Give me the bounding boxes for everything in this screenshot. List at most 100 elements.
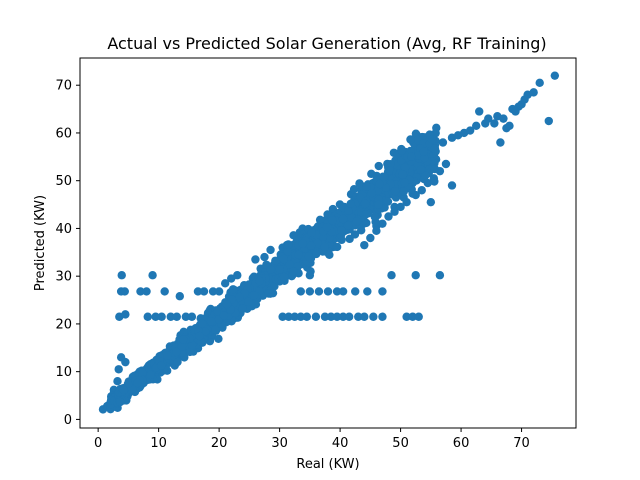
data-point (213, 307, 223, 316)
data-point (360, 240, 369, 250)
data-point (400, 178, 410, 187)
y-axis-label: Predicted (KW) (33, 195, 48, 291)
data-point (296, 312, 305, 321)
data-point (172, 347, 181, 357)
data-point (121, 310, 130, 319)
data-point (311, 312, 321, 321)
y-tick-label: 50 (55, 174, 72, 189)
data-point (220, 279, 230, 288)
y-tick-label: 40 (55, 222, 72, 237)
data-point (133, 378, 142, 388)
data-point (496, 138, 505, 147)
data-point (298, 239, 307, 248)
data-point (550, 71, 560, 80)
data-point (177, 342, 187, 351)
data-point (244, 297, 253, 307)
x-tick-label: 40 (332, 436, 349, 451)
data-point (304, 252, 314, 261)
data-point (285, 260, 294, 269)
data-point (406, 135, 415, 144)
data-point (211, 325, 220, 335)
data-point (338, 214, 348, 224)
data-point (114, 365, 123, 374)
data-point (363, 287, 372, 296)
data-point (290, 312, 299, 321)
data-point (255, 276, 264, 286)
data-point (402, 197, 411, 207)
data-point (284, 312, 293, 321)
data-point (360, 199, 370, 209)
data-point (387, 271, 396, 280)
scatter-points (98, 71, 560, 414)
data-point (407, 152, 416, 161)
data-point (312, 249, 321, 259)
data-point (402, 312, 411, 321)
data-point (435, 271, 445, 280)
data-point (289, 267, 298, 276)
data-point (306, 241, 316, 250)
data-point (279, 254, 288, 264)
data-point (343, 221, 353, 230)
data-point (441, 159, 451, 169)
data-point (430, 144, 440, 154)
data-point (279, 272, 289, 282)
data-point (296, 287, 305, 296)
x-tick-label: 50 (392, 436, 409, 451)
data-point (374, 200, 383, 209)
data-point (408, 312, 417, 321)
chart-title: Actual vs Predicted Solar Generation (Av… (107, 34, 546, 53)
data-point (421, 171, 430, 180)
data-point (307, 228, 317, 237)
data-point (326, 312, 336, 321)
data-point (481, 119, 490, 128)
data-point (361, 210, 371, 219)
data-point (137, 368, 147, 377)
data-point (465, 126, 475, 135)
data-point (187, 312, 197, 321)
data-point (338, 312, 348, 321)
data-point (369, 312, 378, 321)
data-point (352, 217, 362, 226)
data-point (172, 312, 181, 321)
data-point (251, 255, 260, 264)
x-axis-ticks: 0 10 20 30 40 50 60 70 (94, 428, 530, 451)
data-point (120, 287, 129, 296)
data-point (302, 312, 312, 321)
data-point (411, 271, 420, 280)
y-axis-ticks: 0 10 20 30 40 50 60 70 (55, 79, 80, 428)
data-point (185, 347, 195, 357)
data-point (438, 138, 448, 147)
data-point (350, 230, 360, 239)
data-point (344, 312, 354, 321)
x-tick-label: 70 (513, 436, 530, 451)
data-point (278, 312, 287, 321)
data-point (472, 121, 481, 130)
data-point (475, 107, 484, 116)
data-point (266, 245, 275, 255)
x-axis-label: Real (KW) (296, 457, 359, 472)
y-tick-label: 30 (55, 270, 72, 285)
data-point (417, 186, 426, 195)
data-point (187, 340, 197, 350)
data-point (337, 226, 346, 235)
data-point (113, 377, 122, 386)
data-point (157, 312, 166, 321)
data-point (160, 287, 169, 296)
data-point (199, 287, 209, 296)
data-point (378, 287, 387, 296)
data-point (178, 335, 188, 344)
data-point (166, 312, 175, 321)
data-point (544, 116, 553, 126)
data-point (332, 312, 342, 321)
data-point (181, 312, 191, 321)
data-point (505, 121, 514, 130)
data-point (233, 271, 242, 280)
data-point (385, 166, 395, 176)
data-point (206, 317, 216, 326)
data-point (351, 287, 360, 296)
data-point (328, 204, 338, 214)
data-point (222, 300, 232, 309)
data-point (490, 119, 499, 128)
data-point (195, 331, 204, 341)
